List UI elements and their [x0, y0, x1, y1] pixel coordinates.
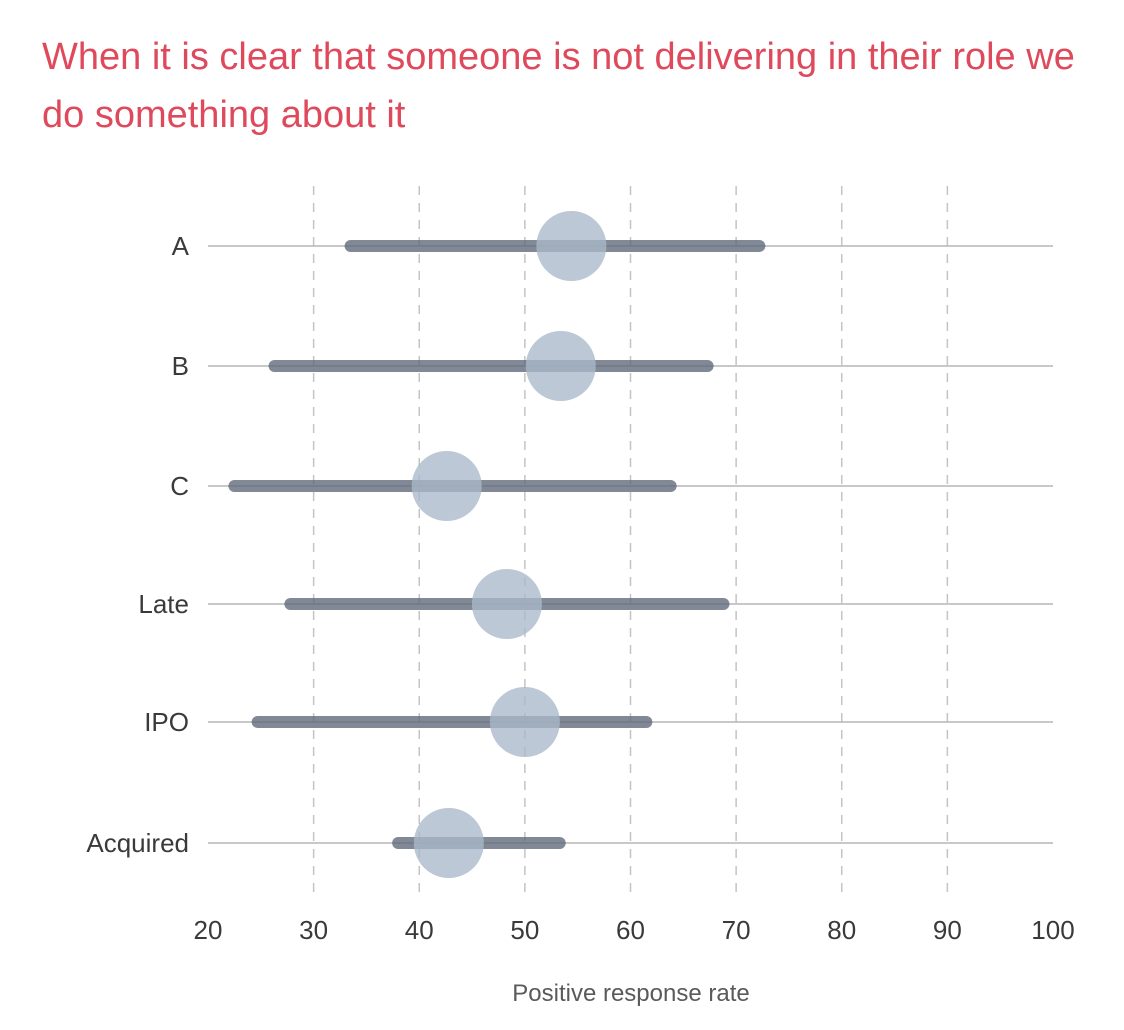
category-label: Acquired	[86, 828, 189, 858]
x-tick-label: 50	[510, 915, 539, 945]
x-axis-ticks: 20 30 40 50 60 70 80 90 100	[194, 915, 1075, 945]
chart-title: When it is clear that someone is not del…	[42, 36, 1075, 136]
x-tick-label: 100	[1031, 915, 1074, 945]
x-tick-label: 20	[194, 915, 223, 945]
data-point	[536, 211, 607, 281]
category-labels: A B C Late IPO Acquired	[86, 231, 189, 858]
x-tick-label: 30	[299, 915, 328, 945]
x-tick-label: 40	[405, 915, 434, 945]
category-label: B	[172, 351, 189, 381]
data-point	[489, 687, 560, 757]
x-axis-title: Positive response rate	[512, 980, 749, 1007]
category-label: IPO	[144, 707, 189, 737]
points	[411, 211, 607, 878]
data-point	[525, 331, 596, 401]
x-tick-label: 90	[933, 915, 962, 945]
category-label: C	[170, 471, 189, 501]
gridlines	[312, 186, 949, 898]
data-point	[411, 451, 482, 521]
data-point	[413, 808, 484, 878]
category-label: A	[172, 231, 190, 261]
category-label: Late	[138, 589, 189, 619]
x-tick-label: 70	[722, 915, 751, 945]
data-point	[471, 569, 542, 639]
x-tick-label: 80	[827, 915, 856, 945]
x-tick-label: 60	[616, 915, 645, 945]
